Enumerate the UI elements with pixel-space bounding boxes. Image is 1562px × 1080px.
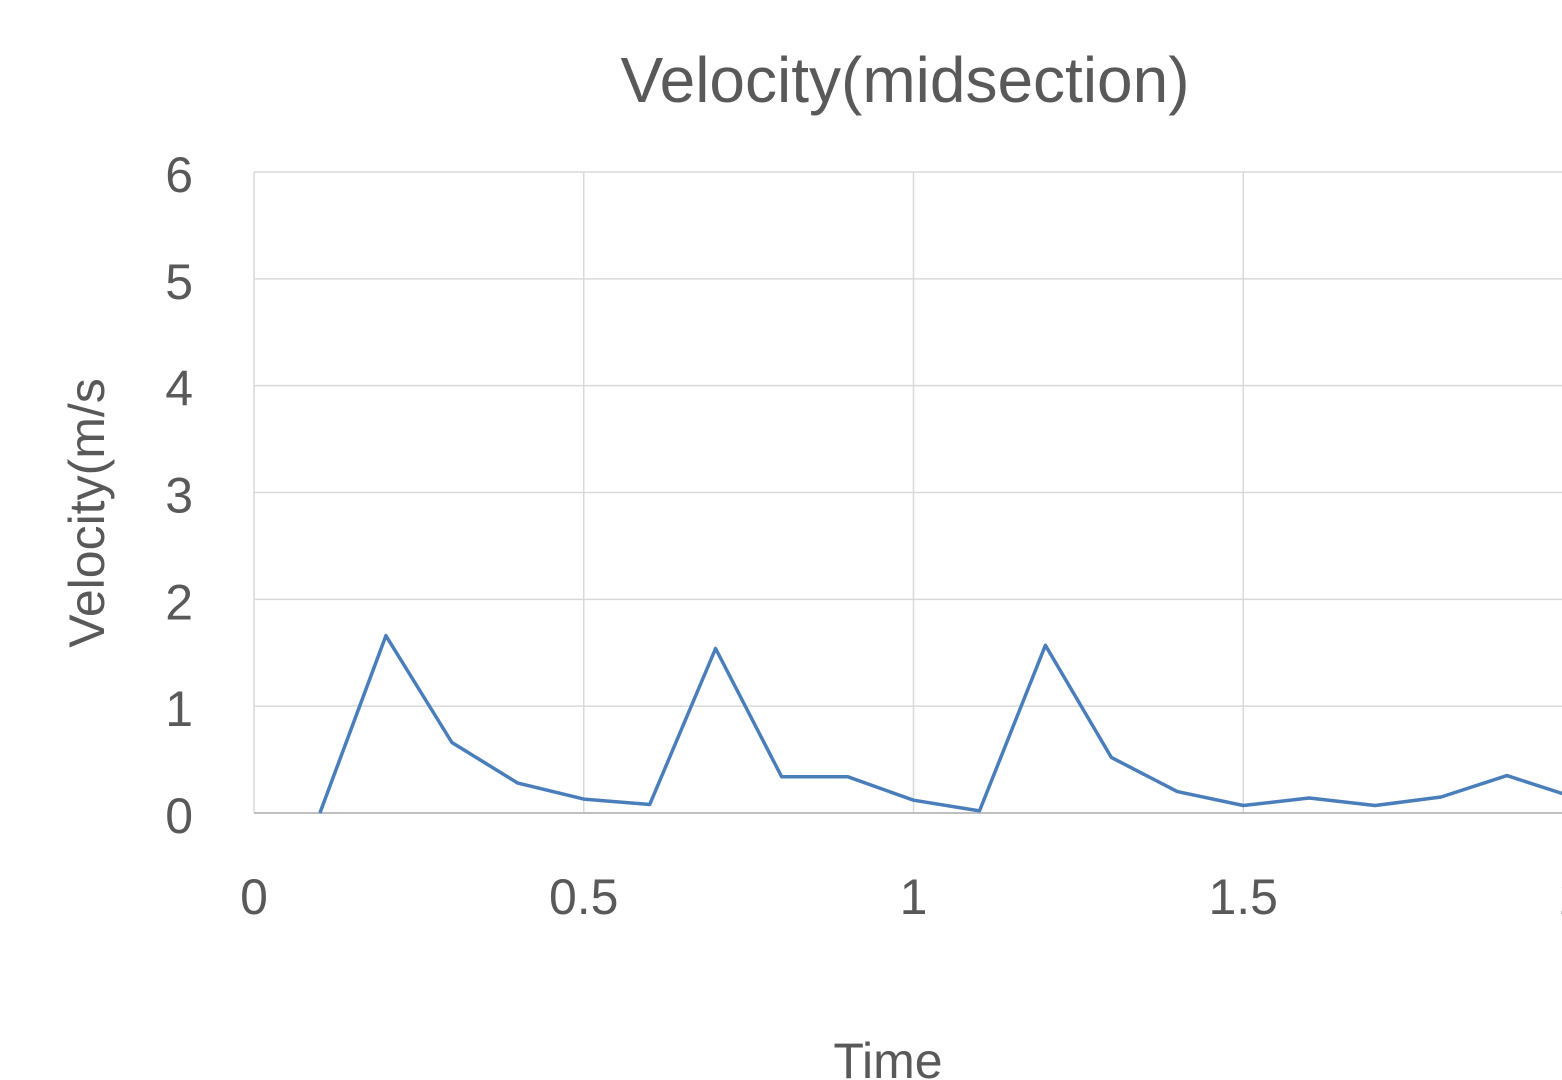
y-tick-label: 3 (165, 468, 193, 524)
x-tick-label: 1.5 (1208, 869, 1278, 925)
y-tick-label: 5 (165, 254, 193, 310)
series-layer (318, 633, 1562, 814)
y-tick-label: 0 (165, 788, 193, 844)
series-line (318, 633, 1562, 814)
x-axis-label: Time (833, 1033, 942, 1080)
x-tick-label: 2 (1559, 869, 1562, 925)
gridlines (253, 171, 1562, 813)
x-tick-label: 1 (900, 869, 928, 925)
x-tick-labels: 0 0.5 1 1.5 2 (240, 869, 1562, 925)
x-tick-label: 0.5 (549, 869, 619, 925)
x-tick-label: 0 (240, 869, 268, 925)
y-tick-label: 1 (165, 681, 193, 737)
chart-title: Velocity(midsection) (620, 44, 1189, 116)
y-tick-label: 4 (165, 361, 193, 417)
y-tick-labels: 0 1 2 3 4 5 6 (165, 147, 193, 844)
y-tick-label: 2 (165, 574, 193, 630)
y-tick-label: 6 (165, 147, 193, 203)
y-axis-label: Velocity(m/s (59, 378, 115, 648)
